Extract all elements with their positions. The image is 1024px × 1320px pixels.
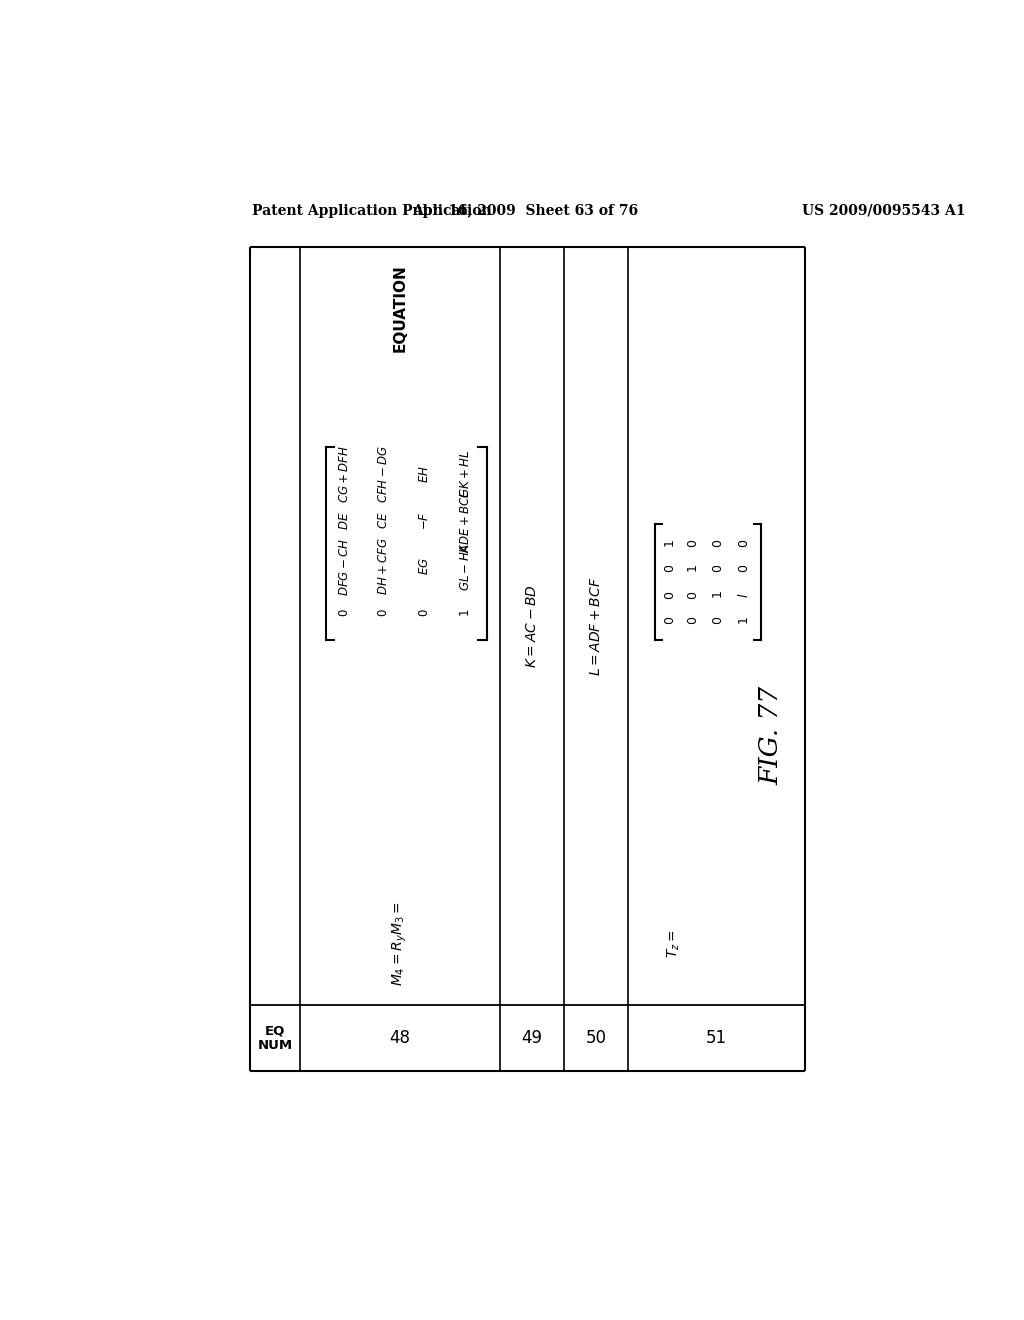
Text: US 2009/0095543 A1: US 2009/0095543 A1	[802, 203, 966, 218]
Text: EQ
NUM: EQ NUM	[258, 1024, 293, 1052]
Text: $1$: $1$	[687, 565, 700, 573]
Text: $DH+CFG$: $DH+CFG$	[377, 537, 390, 595]
Text: 49: 49	[521, 1030, 543, 1047]
Text: 50: 50	[586, 1030, 606, 1047]
Text: $M_4 = R_y M_3 =$: $M_4 = R_y M_3 =$	[391, 902, 410, 986]
Text: $EH$: $EH$	[418, 465, 430, 483]
Text: 51: 51	[706, 1030, 727, 1047]
Text: $DE$: $DE$	[339, 511, 351, 529]
Text: $1$: $1$	[712, 590, 725, 599]
Text: $l$: $l$	[737, 593, 752, 598]
Text: $L = ADF + BCF$: $L = ADF + BCF$	[589, 577, 603, 676]
Text: $EG$: $EG$	[418, 557, 430, 576]
Text: $CFH-DG$: $CFH-DG$	[377, 445, 390, 503]
Text: $DFG-CH$: $DFG-CH$	[339, 537, 351, 595]
Text: $1$: $1$	[664, 539, 677, 548]
Text: $0$: $0$	[664, 590, 677, 599]
Text: $0$: $0$	[664, 564, 677, 573]
Text: $0$: $0$	[377, 609, 390, 616]
Text: Patent Application Publication: Patent Application Publication	[252, 203, 492, 218]
Text: $0$: $0$	[712, 616, 725, 624]
Text: $0$: $0$	[687, 590, 700, 599]
Text: $1$: $1$	[737, 616, 751, 624]
Text: $ADE+BCE$: $ADE+BCE$	[459, 487, 472, 553]
Text: $K = AC - BD$: $K = AC - BD$	[525, 585, 540, 668]
Text: $0$: $0$	[664, 616, 677, 624]
Text: $0$: $0$	[687, 616, 700, 624]
Text: Apr. 16, 2009  Sheet 63 of 76: Apr. 16, 2009 Sheet 63 of 76	[412, 203, 638, 218]
Text: $CG+DFH$: $CG+DFH$	[339, 445, 351, 503]
Text: EQUATION: EQUATION	[392, 265, 408, 352]
Text: $0$: $0$	[737, 539, 751, 548]
Text: $GK+HL$: $GK+HL$	[459, 450, 472, 498]
Text: FIG. 77: FIG. 77	[759, 686, 783, 785]
Text: $0$: $0$	[712, 564, 725, 573]
Text: 48: 48	[389, 1030, 411, 1047]
Text: $GL-HK$: $GL-HK$	[459, 541, 472, 591]
Text: $CE$: $CE$	[377, 511, 390, 529]
Text: $-F$: $-F$	[418, 511, 430, 529]
Text: $0$: $0$	[737, 564, 751, 573]
Text: $0$: $0$	[712, 539, 725, 548]
Text: $1$: $1$	[459, 609, 472, 616]
Text: $0$: $0$	[418, 609, 430, 616]
Text: $0$: $0$	[687, 539, 700, 548]
Text: $T_z =$: $T_z =$	[666, 929, 682, 958]
Text: $0$: $0$	[339, 609, 351, 616]
